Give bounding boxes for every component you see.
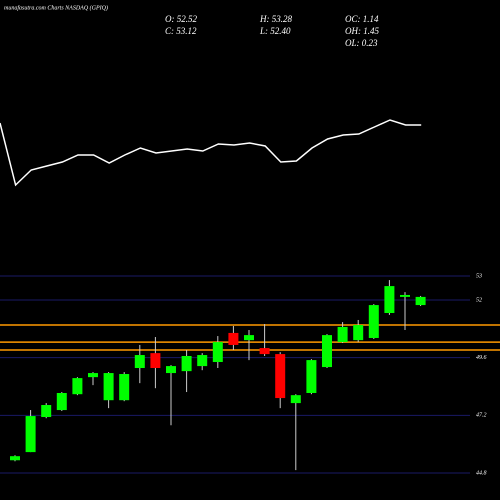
y-tick-label: 44.8	[476, 469, 487, 476]
candle-body	[10, 456, 20, 461]
ohlc-stat: L: 52.40	[259, 26, 291, 36]
candle-body	[41, 405, 52, 418]
candle-body	[353, 325, 364, 341]
watermark: munafasutra.com Charts NASDAQ (GPIQ)	[4, 4, 108, 11]
candle-body	[244, 335, 254, 341]
y-tick-label: 52	[476, 297, 482, 303]
ohlc-stat: OH: 1.45	[345, 26, 379, 36]
candle-body	[88, 373, 98, 378]
candle-body	[72, 378, 83, 395]
candle-body	[25, 416, 36, 453]
candle-body	[400, 294, 410, 297]
ohlc-stat: C: 53.12	[165, 26, 197, 36]
candle-body	[134, 355, 145, 369]
candle-body	[415, 296, 426, 306]
candle-body	[384, 286, 395, 313]
candle-body	[275, 354, 286, 399]
y-tick-label: 53	[476, 273, 482, 279]
candle-body	[119, 374, 130, 401]
candle-body	[368, 305, 379, 338]
ohlc-stat: OL: 0.23	[345, 38, 378, 48]
candle-body	[290, 395, 301, 404]
candle-body	[150, 353, 161, 369]
candle-body	[259, 348, 270, 355]
candle-body	[228, 332, 239, 345]
candle-body	[337, 326, 348, 343]
ohlc-stat: OC: 1.14	[345, 14, 379, 24]
candle-body	[181, 356, 192, 372]
candle-body	[103, 373, 114, 401]
ohlc-stat: H: 53.28	[259, 14, 292, 24]
candle-body	[212, 342, 223, 363]
ohlc-stat: O: 52.52	[165, 14, 197, 24]
candle-body	[306, 360, 317, 393]
y-tick-label: 47.2	[476, 412, 487, 419]
candle-body	[56, 392, 67, 411]
candle-body	[197, 355, 208, 367]
candle-body	[166, 366, 176, 374]
indicator-line	[0, 119, 422, 187]
y-tick-label: 49.6	[476, 354, 487, 361]
candle-body	[322, 335, 332, 368]
